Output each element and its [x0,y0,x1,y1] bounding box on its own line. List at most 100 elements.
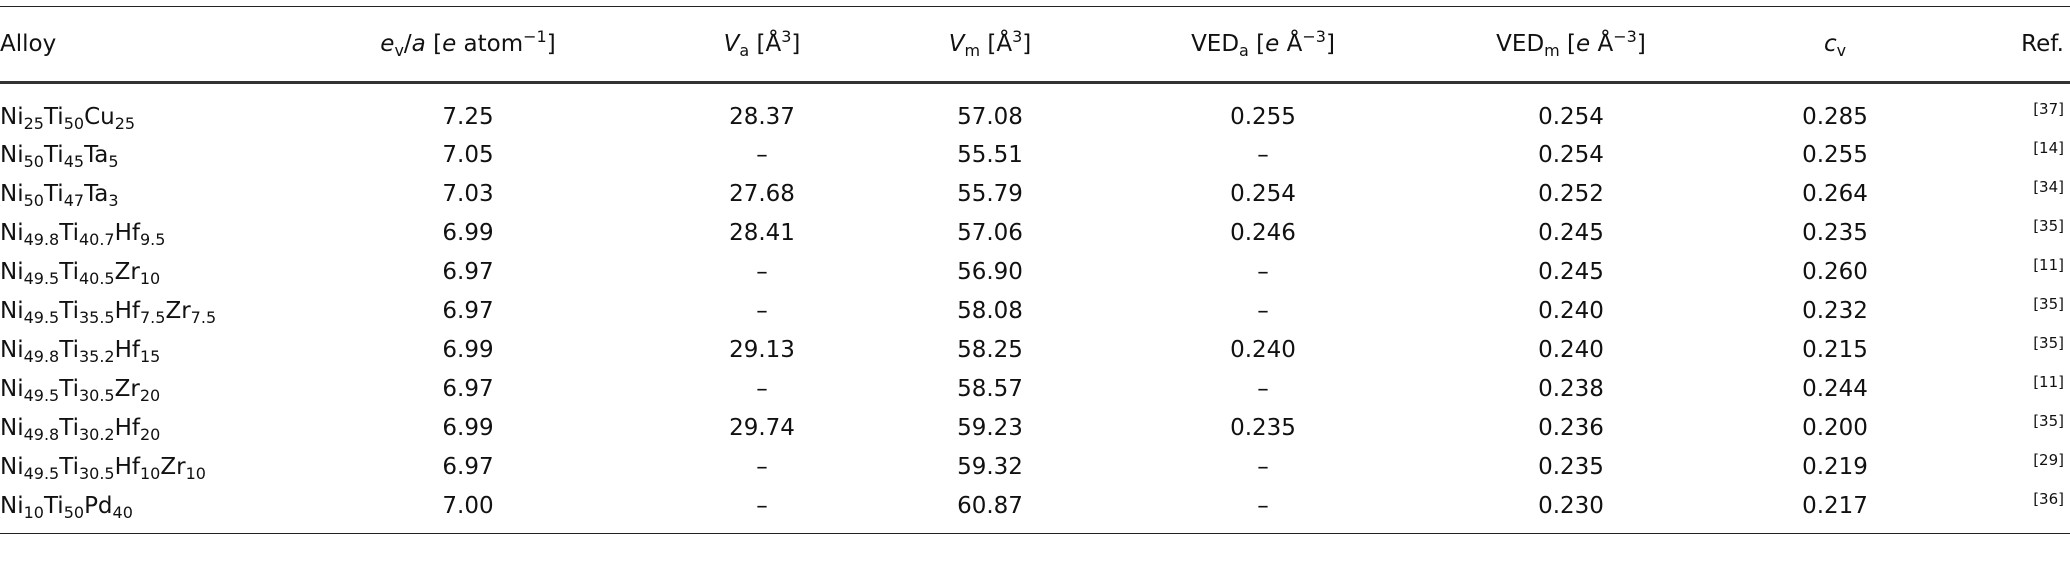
value-cell: 0.255 [1230,103,1296,130]
element: Zr [165,297,191,324]
element: Hf [114,453,140,480]
ref-cell: [14] [2033,139,2064,157]
alloy-cell: Ni10Ti50Pd40 [0,486,330,534]
header-text: VED [1191,31,1240,57]
value-cell: – [756,141,768,168]
element: Ni [0,180,24,207]
element: Ti [59,258,79,285]
element: Hf [114,414,140,441]
element: Ti [59,219,79,246]
header-sup: 3 [781,27,792,46]
value-cell: – [756,258,768,285]
element-fraction: 25 [23,113,44,133]
element: Pd [84,492,113,519]
table-row: Ni49.5Ti30.5Zr20 6.97 – 58.57 – 0.238 0.244 [11… [0,369,2070,408]
ref-cell: [29] [2033,451,2064,469]
header-text: atom [456,31,524,57]
value-cell: 58.25 [957,336,1023,363]
ref-cell: [35] [2033,295,2064,313]
element-fraction: 10 [140,463,161,483]
element-fraction: 49.5 [23,385,60,405]
value-cell: 0.240 [1230,336,1296,363]
value-cell: 0.230 [1538,492,1604,519]
table-row: Ni49.8Ti40.7Hf9.5 6.99 28.41 57.06 0.246 0.24… [0,213,2070,252]
element: Ni [0,103,24,130]
element-fraction: 30.5 [78,385,115,405]
element-fraction: 15 [140,346,161,366]
element-fraction: 30.2 [78,424,115,444]
element: Hf [114,297,140,324]
element-fraction: 25 [114,113,136,133]
element-fraction: 3 [108,190,119,210]
header-text: / [403,31,412,57]
alloy-cell: Ni49.8Ti40.7Hf9.5 [0,213,330,252]
value-cell: 56.90 [957,258,1023,285]
value-cell: 55.51 [957,141,1023,168]
element: Ni [0,414,24,441]
element-fraction: 50 [23,190,44,210]
header-text: e [1576,31,1591,57]
value-cell: 0.244 [1802,375,1868,402]
element: Ti [43,492,64,519]
header-text: V [948,31,965,57]
element-fraction: 49.8 [23,424,60,444]
element-fraction: 10 [23,502,44,522]
header-sub: v [394,41,404,60]
value-cell: 0.240 [1538,336,1604,363]
value-cell: 28.41 [729,219,795,246]
value-cell: 58.08 [957,297,1023,324]
value-cell: 0.235 [1538,453,1604,480]
header-cell: Ref. [2021,31,2064,57]
element-fraction: 35.5 [78,307,115,327]
element: Hf [114,336,140,363]
element-fraction: 49.8 [23,346,60,366]
element: Ni [0,492,24,519]
header-text: ] [1022,31,1032,57]
element: Ti [43,103,64,130]
element-fraction: 30.5 [78,463,115,483]
alloy-cell: Ni50Ti45Ta5 [0,135,330,174]
value-cell: 58.57 [957,375,1023,402]
element-fraction: 10 [185,463,206,483]
element: Ni [0,141,24,168]
header-cell: ev/a [e atom−1] [330,7,606,83]
value-cell: 59.32 [957,453,1023,480]
data-table: Alloy ev/a [e atom−1] Va [Å3] Vm [Å3] VE… [0,6,2070,534]
value-cell: 0.264 [1802,180,1868,207]
ref-cell: [11] [2033,373,2064,391]
value-cell: – [1257,375,1269,402]
element-fraction: 7.5 [140,307,166,327]
alloy-cell: Ni49.5Ti30.5Zr20 [0,369,330,408]
header-text: ] [1325,31,1335,57]
ref-cell: [11] [2033,256,2064,274]
element-fraction: 50 [23,151,44,171]
value-cell: 7.03 [442,180,494,207]
value-cell: 6.97 [442,453,494,480]
element: Ni [0,375,24,402]
value-cell: 0.215 [1802,336,1868,363]
header-cell: VEDa [e Å−3] [1062,7,1464,83]
element: Ti [59,297,79,324]
header-text: ] [791,31,801,57]
value-cell: 6.99 [442,414,494,441]
element: Ni [0,297,24,324]
value-cell: 0.219 [1802,453,1868,480]
header-text: [Å [749,31,782,57]
header-sub: a [1239,41,1249,60]
element-fraction: 20 [139,385,161,405]
element: Cu [84,103,115,130]
header-row: Alloy ev/a [e atom−1] Va [Å3] Vm [Å3] VE… [0,6,2070,83]
element: Ni [0,336,24,363]
element-fraction: 40.5 [78,268,115,288]
value-cell: 6.97 [442,375,494,402]
alloy-cell: Ni25Ti50Cu25 [0,83,330,136]
header-sup: −3 [1613,27,1637,46]
value-cell: 55.79 [957,180,1023,207]
table-header: Alloy ev/a [e atom−1] Va [Å3] Vm [Å3] VE… [0,6,2070,83]
value-cell: 0.254 [1538,103,1604,130]
table-row: Ni49.8Ti30.2Hf20 6.99 29.74 59.23 0.235 0.236… [0,408,2070,447]
value-cell: 0.260 [1802,258,1868,285]
header-text: c [1823,31,1837,57]
header-text: e [380,31,395,57]
value-cell: 7.05 [442,141,494,168]
